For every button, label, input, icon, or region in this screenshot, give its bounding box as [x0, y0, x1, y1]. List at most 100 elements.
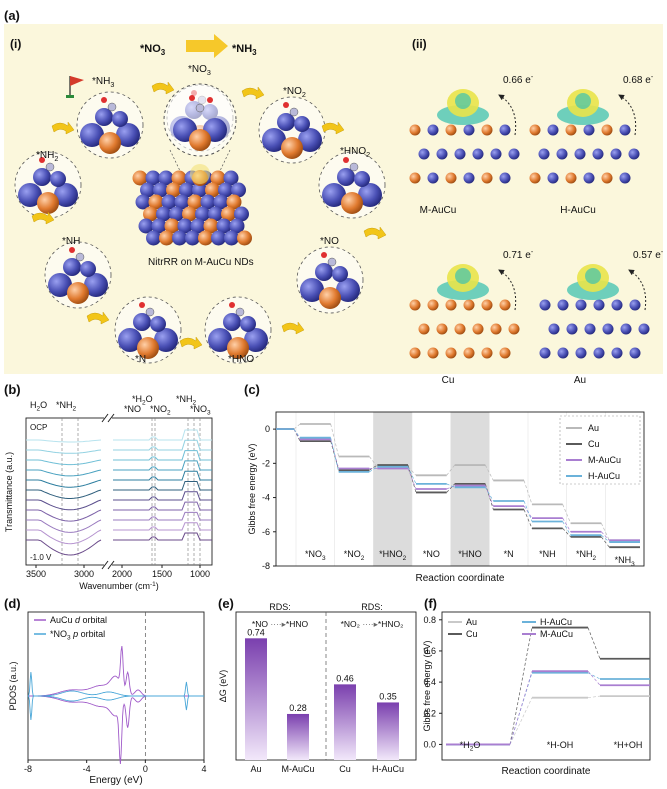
cycle-label-*N: *N: [135, 354, 146, 365]
step-label: *H+OH: [614, 740, 643, 750]
connector-line: [369, 464, 378, 471]
charge-depletion-core: [575, 93, 591, 109]
legend-label: H-AuCu: [540, 617, 572, 627]
charge-structure-label: H-AuCu: [560, 205, 596, 216]
connector-line: [330, 437, 340, 472]
connector-line: [562, 528, 571, 538]
cycle-label-*NO3: *NO3: [188, 64, 211, 77]
au-atom: [177, 218, 193, 234]
cu-atom: [601, 172, 613, 184]
au-atom: [538, 148, 550, 160]
plot-frame: [275, 411, 645, 567]
legend-label: *NO3 p orbital: [50, 629, 105, 642]
charge-value: 0.71 e-: [503, 249, 534, 261]
cu-atom: [499, 347, 511, 359]
cu-atom: [187, 194, 203, 210]
charge-structure-label: Cu: [442, 375, 455, 386]
au-atom: [583, 124, 595, 136]
cycle-arrow-icon: [241, 86, 265, 100]
au-atom: [574, 148, 586, 160]
cu-atom: [281, 137, 303, 159]
au-atom: [418, 148, 430, 160]
step-label: *N: [504, 549, 514, 559]
x-tick-label: H-AuCu: [372, 764, 404, 774]
au-atom: [499, 172, 511, 184]
au-atom: [223, 170, 239, 186]
cu-atom: [182, 206, 197, 222]
cycle-arrow-icon: [31, 211, 55, 225]
axis-break-mark: [107, 413, 115, 423]
x-tick-label: 4: [201, 764, 206, 774]
highlighted-step-band: [450, 412, 490, 566]
flag-icon: [70, 76, 84, 86]
o-atom: [189, 95, 195, 101]
o-atom: [283, 102, 289, 108]
au-atom: [192, 182, 207, 198]
pdos-chart: -8 -4 0 4 Energy (eV) PDOS (a.u.) AuCu d orbit…: [8, 611, 207, 786]
n-atom: [145, 307, 155, 317]
charge-value: 0.66 e-: [503, 74, 534, 86]
au-atom: [146, 230, 161, 246]
au-atom: [499, 124, 511, 136]
au-atom: [48, 273, 72, 297]
cu-atom: [409, 299, 421, 311]
au-atom: [50, 171, 66, 187]
cu-atom: [427, 299, 439, 311]
cycle-arrow-icon: [51, 121, 75, 135]
au-atom: [463, 124, 475, 136]
bar-value-label: 0.46: [336, 673, 354, 683]
x-tick-label: -8: [24, 764, 32, 774]
cycle-label-*NH2: *NH2: [36, 150, 58, 163]
cu-atom: [481, 299, 493, 311]
ftir-spectrum-line: [26, 532, 212, 556]
x-tick-label: -4: [83, 764, 91, 774]
au-atom: [300, 278, 324, 302]
cu-atom: [481, 172, 493, 184]
cu-atom: [463, 299, 475, 311]
au-atom: [427, 172, 439, 184]
au-atom: [463, 172, 475, 184]
axis-break-mark: [101, 560, 109, 570]
cu-atom: [463, 347, 475, 359]
panel-a-i-label: (i): [10, 37, 21, 51]
au-atom: [161, 194, 177, 210]
cu-atom: [226, 194, 242, 210]
connector-line: [293, 423, 301, 430]
connector-line: [446, 464, 455, 476]
au-atom: [195, 206, 210, 222]
au-atom: [454, 148, 466, 160]
cu-atom: [499, 299, 511, 311]
au-atom: [547, 124, 559, 136]
connector-line: [562, 517, 571, 532]
y-axis-label: PDOS (a.u.): [8, 661, 18, 710]
connector-line: [407, 466, 417, 485]
panel-d-label: (d): [4, 596, 21, 611]
cycle-arrow-icon: [321, 121, 345, 135]
au-atom: [95, 108, 113, 126]
au-atom: [315, 263, 333, 281]
o-atom: [321, 252, 327, 258]
charge-density-panels: 0.66 e- M-AuCu 0.68 e- H-AuCu 0.71 e- Cu 0.57 …: [409, 74, 664, 386]
au-atom: [18, 183, 42, 207]
rds-bar: [334, 684, 356, 760]
charge-value: 0.68 e-: [623, 74, 654, 86]
connector-line: [446, 483, 455, 493]
rds-title: RDS:: [269, 602, 291, 612]
cycle-arrow-icon: [363, 226, 387, 240]
o-atom: [69, 247, 75, 253]
y-tick-label: -6: [262, 527, 270, 537]
au-atom: [620, 323, 632, 335]
charge-depletion-core: [585, 268, 601, 284]
cu-atom: [171, 170, 187, 186]
cycle-label-*NO: *NO: [320, 236, 339, 247]
au-atom: [629, 299, 641, 311]
au-atom: [154, 328, 178, 352]
au-atom: [539, 347, 551, 359]
y-tick-label: 0.6: [423, 646, 436, 656]
connector-line: [601, 531, 610, 541]
cu-atom: [189, 129, 211, 151]
n-atom: [195, 103, 205, 113]
cu-atom: [166, 182, 181, 198]
charge-structure-label: Au: [574, 375, 586, 386]
plot-frame: [27, 611, 205, 761]
